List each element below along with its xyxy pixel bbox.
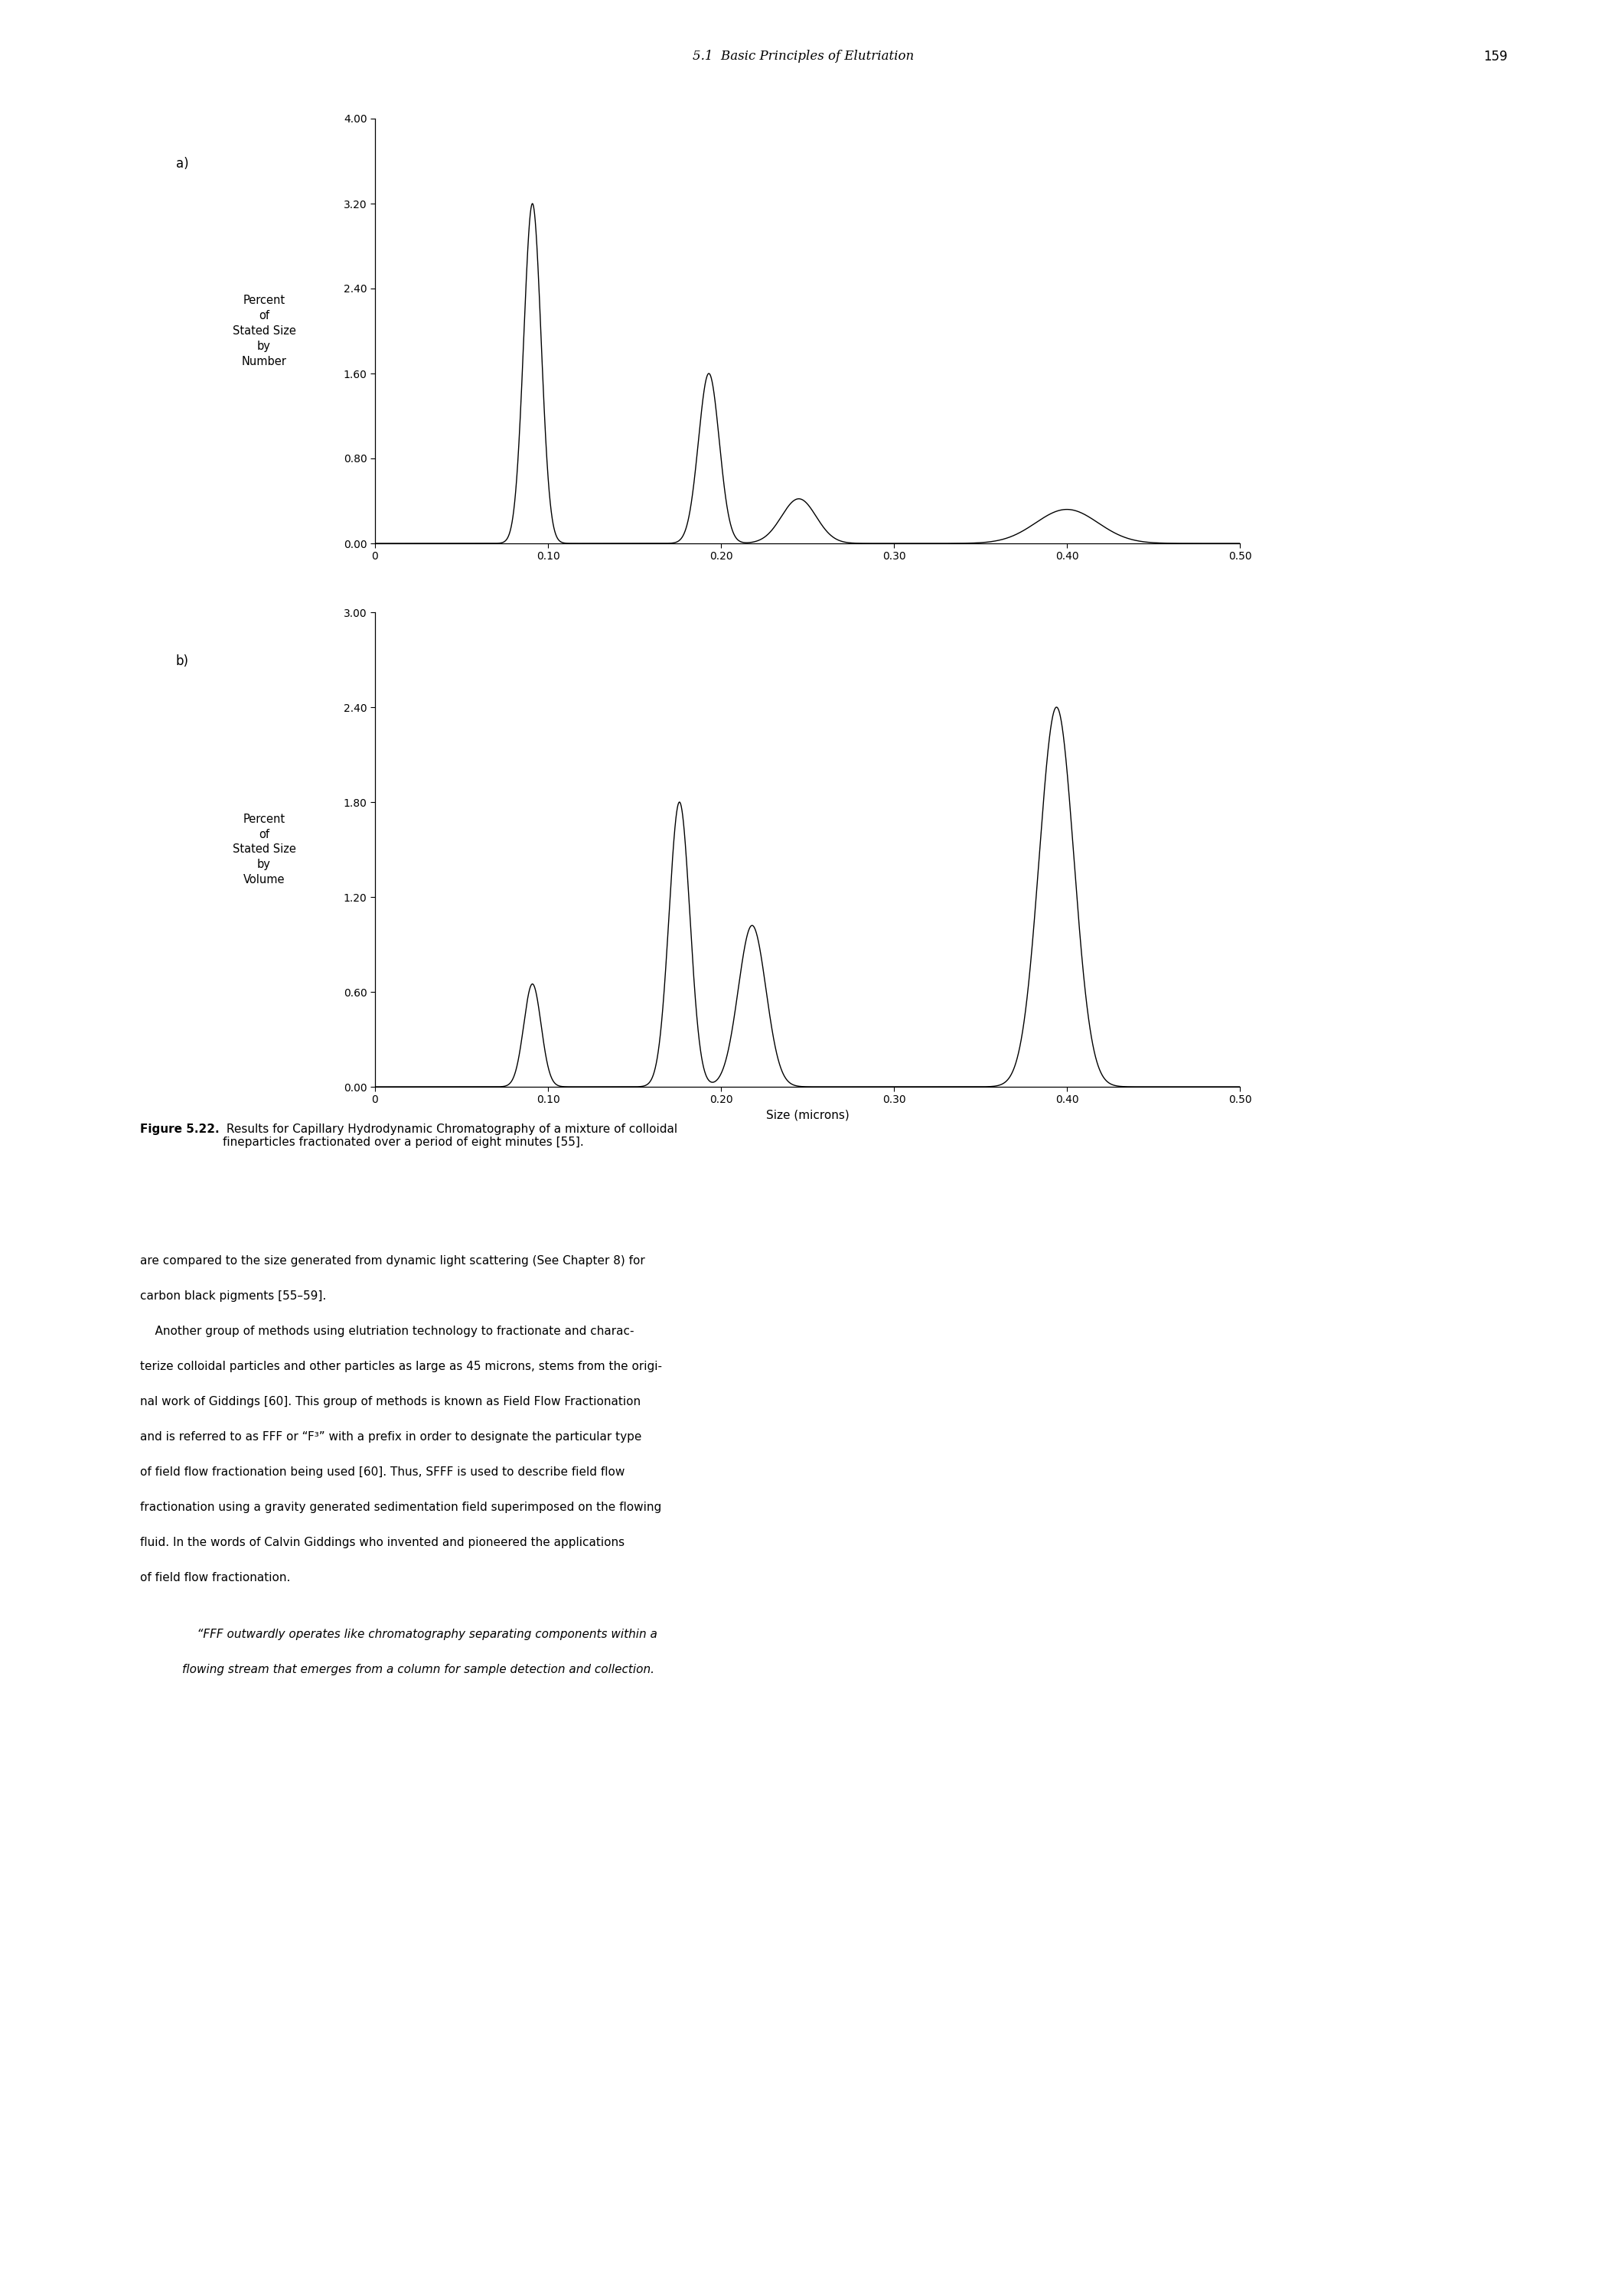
Text: nal work of Giddings [60]. This group of methods is known as Field Flow Fraction: nal work of Giddings [60]. This group of…	[140, 1396, 640, 1407]
Text: of field flow fractionation.: of field flow fractionation.	[140, 1573, 291, 1584]
Text: b): b)	[175, 654, 190, 668]
Text: 5.1  Basic Principles of Elutriation: 5.1 Basic Principles of Elutriation	[693, 51, 915, 62]
Text: fluid. In the words of Calvin Giddings who invented and pioneered the applicatio: fluid. In the words of Calvin Giddings w…	[140, 1536, 624, 1548]
Text: Results for Capillary Hydrodynamic Chromatography of a mixture of colloidal
fine: Results for Capillary Hydrodynamic Chrom…	[224, 1123, 677, 1148]
Text: Percent
of
Stated Size
by
Number: Percent of Stated Size by Number	[232, 294, 296, 367]
Text: flowing stream that emerges from a column for sample detection and collection.: flowing stream that emerges from a colum…	[182, 1665, 654, 1676]
Text: Figure 5.22.: Figure 5.22.	[140, 1123, 219, 1134]
Text: Another group of methods using elutriation technology to fractionate and charac-: Another group of methods using elutriati…	[140, 1325, 634, 1336]
Text: and is referred to as FFF or “F³” with a prefix in order to designate the partic: and is referred to as FFF or “F³” with a…	[140, 1430, 642, 1442]
Text: 159: 159	[1484, 51, 1508, 64]
Text: fractionation using a gravity generated sedimentation field superimposed on the : fractionation using a gravity generated …	[140, 1502, 661, 1513]
X-axis label: Size (microns): Size (microns)	[765, 1109, 849, 1120]
Text: Percent
of
Stated Size
by
Volume: Percent of Stated Size by Volume	[232, 813, 296, 886]
Text: “FFF outwardly operates like chromatography separating components within a: “FFF outwardly operates like chromatogra…	[182, 1628, 658, 1639]
Text: carbon black pigments [55–59].: carbon black pigments [55–59].	[140, 1290, 326, 1302]
Text: a): a)	[175, 156, 188, 170]
Text: of field flow fractionation being used [60]. Thus, SFFF is used to describe fiel: of field flow fractionation being used […	[140, 1467, 626, 1479]
Text: are compared to the size generated from dynamic light scattering (See Chapter 8): are compared to the size generated from …	[140, 1256, 645, 1267]
Text: terize colloidal particles and other particles as large as 45 microns, stems fro: terize colloidal particles and other par…	[140, 1362, 662, 1373]
